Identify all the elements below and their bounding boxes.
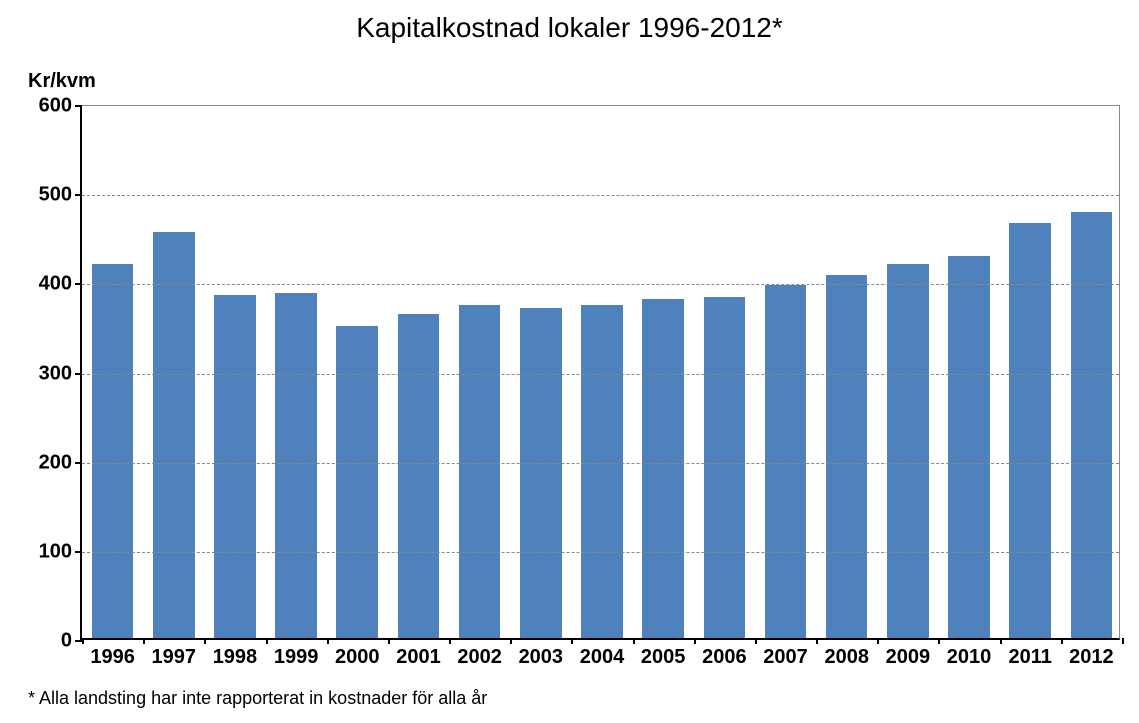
x-tick-label: 2002: [457, 646, 502, 669]
x-tick-label: 2001: [396, 646, 441, 669]
x-tick-mark: [816, 638, 818, 644]
x-tick-label: 2003: [519, 646, 564, 669]
bar: [214, 295, 256, 638]
x-tick-mark: [1000, 638, 1002, 644]
y-tick-label: 400: [39, 273, 72, 296]
x-tick-mark: [449, 638, 451, 644]
x-tick-label: 1997: [152, 646, 197, 669]
x-tick-label: 2005: [641, 646, 686, 669]
x-tick-mark: [82, 638, 84, 644]
grid-line: [82, 463, 1119, 464]
x-tick-mark: [143, 638, 145, 644]
x-tick-label: 2008: [824, 646, 869, 669]
x-tick-label: 2010: [947, 646, 992, 669]
x-tick-label: 2007: [763, 646, 808, 669]
y-axis-label: Kr/kvm: [28, 70, 96, 93]
x-tick-label: 1998: [213, 646, 258, 669]
y-tick-mark: [75, 373, 82, 375]
chart-container: Kapitalkostnad lokaler 1996-2012* Kr/kvm…: [0, 0, 1139, 723]
x-tick-label: 2012: [1069, 646, 1114, 669]
y-tick-label: 500: [39, 184, 72, 207]
grid-line: [82, 284, 1119, 285]
bar: [704, 297, 746, 638]
bar: [642, 299, 684, 638]
x-tick-label: 2000: [335, 646, 380, 669]
y-tick-mark: [75, 105, 82, 107]
bar: [520, 308, 562, 638]
x-tick-mark: [1122, 638, 1124, 644]
y-tick-label: 300: [39, 362, 72, 385]
y-tick-label: 0: [61, 630, 72, 653]
bar: [1009, 223, 1051, 638]
chart-footnote: * Alla landsting har inte rapporterat in…: [28, 688, 487, 709]
x-tick-label: 1996: [90, 646, 135, 669]
x-tick-mark: [204, 638, 206, 644]
plot-area: 0100200300400500600199619971998199920002…: [80, 105, 1120, 640]
x-tick-label: 1999: [274, 646, 319, 669]
bar: [1071, 212, 1113, 638]
y-tick-label: 600: [39, 95, 72, 118]
y-tick-label: 100: [39, 540, 72, 563]
bar: [153, 232, 195, 638]
bar: [275, 293, 317, 638]
x-tick-label: 2009: [886, 646, 931, 669]
y-tick-mark: [75, 283, 82, 285]
grid-line: [82, 374, 1119, 375]
x-tick-mark: [877, 638, 879, 644]
x-tick-mark: [694, 638, 696, 644]
bar: [398, 314, 440, 638]
x-tick-mark: [938, 638, 940, 644]
y-tick-mark: [75, 194, 82, 196]
bar: [887, 264, 929, 639]
x-tick-mark: [571, 638, 573, 644]
bars-layer: [82, 106, 1119, 638]
x-tick-mark: [633, 638, 635, 644]
bar: [459, 305, 501, 638]
y-tick-mark: [75, 462, 82, 464]
bar: [948, 256, 990, 638]
bar: [826, 275, 868, 638]
x-tick-mark: [1061, 638, 1063, 644]
x-tick-mark: [755, 638, 757, 644]
x-tick-label: 2006: [702, 646, 747, 669]
grid-line: [82, 552, 1119, 553]
y-tick-mark: [75, 640, 82, 642]
chart-title: Kapitalkostnad lokaler 1996-2012*: [0, 12, 1139, 44]
y-tick-mark: [75, 551, 82, 553]
y-tick-label: 200: [39, 451, 72, 474]
x-tick-mark: [266, 638, 268, 644]
x-tick-mark: [510, 638, 512, 644]
x-tick-mark: [327, 638, 329, 644]
bar: [92, 264, 134, 639]
bar: [765, 285, 807, 638]
x-tick-label: 2004: [580, 646, 625, 669]
bar: [581, 305, 623, 638]
x-tick-label: 2011: [1009, 646, 1052, 669]
grid-line: [82, 195, 1119, 196]
x-tick-mark: [388, 638, 390, 644]
